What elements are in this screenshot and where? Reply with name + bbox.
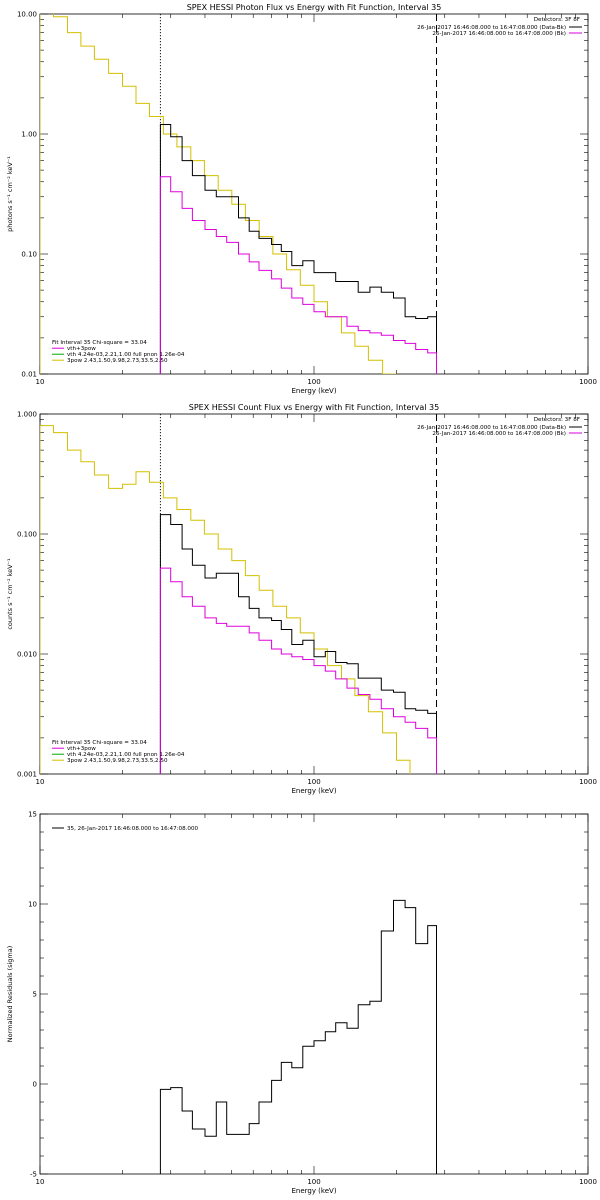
legend-entry-label: 26-Jan-2017 16:46:08.000 to 16:47:08.000…: [417, 425, 566, 431]
series-line-1: [40, 425, 411, 774]
series-group: [159, 899, 437, 1174]
x-tick-label: 100: [307, 1178, 320, 1186]
series-line-1: [40, 14, 397, 374]
legend-entry-label: 26-Jan-2017 16:46:08.000 to 16:47:08.000…: [432, 31, 566, 37]
y-tick-label: 0.100: [17, 531, 37, 539]
x-tick-label: 1000: [579, 1178, 597, 1186]
chart-title: SPEX HESSI Count Flux vs Energy with Fit…: [189, 403, 440, 412]
x-tick-label: 100: [307, 378, 320, 386]
y-tick-label: 0: [33, 1081, 37, 1089]
series-group: [40, 425, 437, 774]
y-tick-label: 0.001: [17, 771, 37, 779]
fit-info-header: Fit Interval 35 Chi-square = 33.04: [52, 340, 147, 346]
x-tick-label: 1000: [579, 378, 597, 386]
y-tick-label: 0.10: [21, 251, 37, 259]
y-tick-label: 1.000: [17, 411, 37, 419]
fit-info-line: 3pow 2.43,1.50,9.98,2.73,33.5,2.50: [67, 758, 168, 764]
plot-frame: [39, 413, 589, 775]
fit-info-line: vth 4.24e-03,2.21,1.00 full pnon 1.26e-0…: [67, 352, 185, 358]
chart-panel-1: SPEX HESSI Photon Flux vs Energy with Fi…: [6, 3, 597, 395]
plot-frame: [39, 813, 589, 1175]
x-tick-label: 10: [36, 378, 45, 386]
y-tick-label: 10: [28, 901, 37, 909]
series-line-2: [159, 514, 437, 774]
x-axis-label: Energy (keV): [291, 787, 336, 795]
chart-panel-3: 10 100 1000 Energy (keV) -5 0 5 10 15 Normalized …: [6, 811, 597, 1196]
chart-panel-2: SPEX HESSI Count Flux vs Energy with Fit…: [6, 403, 597, 795]
series-group: [40, 14, 437, 374]
series-line-3: [159, 176, 437, 374]
legend-entry-label: 26-Jan-2017 16:46:08.000 to 16:47:08.000…: [432, 431, 566, 437]
legend-title: Detectors: 3F 8F: [534, 417, 580, 423]
y-tick-label: -5: [30, 1171, 37, 1179]
fit-info-line: vth+3pow: [67, 746, 96, 752]
fit-info-header: Fit Interval 35 Chi-square = 33.04: [52, 740, 147, 746]
y-tick-label: 0.010: [17, 651, 37, 659]
series-line-3: [159, 567, 437, 774]
legend-title: Detectors: 3F 8F: [534, 17, 580, 23]
plot-frame: [39, 13, 589, 375]
x-tick-label: 1000: [579, 778, 597, 786]
y-axis-label: photons s⁻¹ cm⁻² keV⁻¹: [6, 156, 14, 232]
fit-info-line: vth+3pow: [67, 346, 96, 352]
y-tick-label: 1.00: [21, 131, 37, 139]
series-line-1: [159, 899, 437, 1174]
y-tick-label: 10.00: [17, 11, 37, 19]
y-tick-label: 5: [33, 991, 37, 999]
fit-info-line: 3pow 2.43,1.50,9.98,2.73,33.5,2.50: [67, 358, 168, 364]
x-tick-label: 10: [36, 1178, 45, 1186]
y-axis-label: Normalized Residuals (sigma): [6, 946, 14, 1043]
x-tick-label: 10: [36, 778, 45, 786]
fit-info-line: vth 4.24e-03,2.21,1.00 full pnon 1.26e-0…: [67, 752, 185, 758]
legend-entry-label: 26-Jan-2017 16:46:08.000 to 16:47:08.000…: [417, 25, 566, 31]
y-axis-label: counts s⁻¹ cm⁻² keV⁻¹: [6, 558, 14, 630]
x-axis-label: Energy (keV): [291, 387, 336, 395]
legend-entry-label: 35, 26-Jan-2017 16:46:08.000 to 16:47:08…: [67, 826, 199, 832]
x-axis-label: Energy (keV): [291, 1187, 336, 1195]
chart-title: SPEX HESSI Photon Flux vs Energy with Fi…: [187, 3, 442, 12]
y-tick-label: 15: [28, 811, 37, 819]
y-tick-label: 0.01: [21, 371, 37, 379]
series-line-2: [159, 124, 437, 374]
x-tick-label: 100: [307, 778, 320, 786]
